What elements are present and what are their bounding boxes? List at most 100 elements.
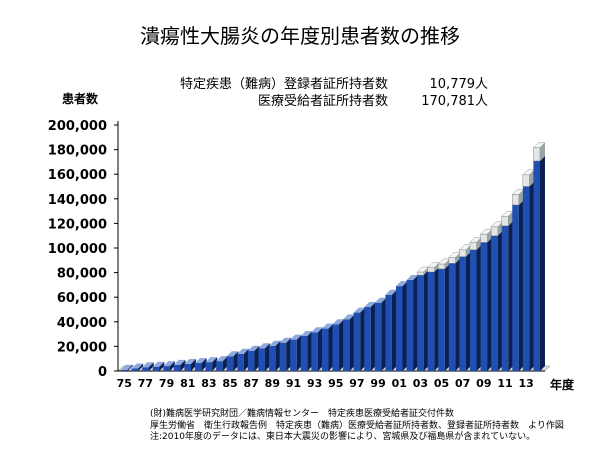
bar-recipients-side [539, 155, 545, 371]
y-axis-unit-label: 患者数 [62, 92, 99, 106]
bar-registered-front [448, 257, 456, 264]
bar-recipients-side [222, 356, 228, 371]
x-tick-label: 85 [222, 377, 237, 390]
bar-2011 [501, 211, 514, 371]
bar-recipients-top [374, 297, 387, 303]
bar-recipients-side [191, 358, 197, 371]
x-tick-label: 99 [370, 377, 385, 390]
bar-recipients-front [332, 324, 340, 371]
bar-1991 [290, 334, 302, 371]
bar-recipients-front [427, 271, 435, 371]
bar-recipients-side [465, 251, 471, 371]
bar-registered-front [512, 194, 520, 206]
bar-recipients-side [317, 327, 323, 371]
bar-recipients-side [180, 359, 186, 371]
bar-recipients-top [121, 364, 133, 370]
x-tick-label: 07 [455, 377, 470, 390]
bar-registered-front [469, 242, 477, 251]
bar-recipients-front [163, 366, 170, 371]
bar-recipients-front [459, 256, 466, 371]
bar-recipients-front [512, 204, 519, 371]
bar-recipients-side [307, 330, 313, 371]
bar-1994 [321, 323, 334, 371]
bar-recipients-side [381, 297, 387, 371]
bar-2008 [469, 237, 483, 371]
bar-recipients-front [247, 350, 255, 371]
bar-registered-front [522, 174, 530, 187]
legend-row-registered: 特定疾患（難病）登録者証所持者数 10,779人 [180, 76, 488, 93]
x-tick-label: 97 [349, 377, 364, 390]
bar-2012 [511, 189, 525, 371]
x-tick-label: 93 [307, 377, 322, 390]
bar-registered-side [476, 237, 482, 250]
bar-recipients-front [279, 342, 287, 371]
bar-recipients-top [332, 319, 345, 325]
bar-recipients-top [184, 358, 197, 364]
bar-recipients-top [195, 358, 207, 364]
bar-recipients-front [121, 369, 128, 371]
bar-recipients-side [296, 334, 302, 371]
bar-recipients-front [438, 268, 445, 371]
bar-recipients-side [349, 314, 355, 371]
bar-recipients-top [142, 362, 154, 368]
x-tick-label: 13 [518, 377, 533, 390]
bar-recipients-front [385, 294, 392, 371]
bar-registered-front [533, 147, 541, 162]
x-tick-label: 81 [180, 377, 195, 390]
y-tick-label: 120,000 [48, 217, 107, 232]
bar-2003 [416, 266, 430, 371]
bar-1988 [258, 343, 271, 371]
bar-recipients-top [226, 351, 239, 357]
y-tick-label: 180,000 [48, 144, 107, 159]
bar-2014 [532, 142, 546, 371]
bar-recipients-side [233, 351, 239, 371]
bar-recipients-side [138, 363, 144, 371]
bar-1997 [353, 307, 366, 371]
legend-row-recipients: 医療受給者証所持者数 170,781人 [180, 93, 488, 110]
bar-recipients-front [469, 249, 477, 371]
y-tick-label: 100,000 [48, 242, 107, 257]
bar-2000 [385, 289, 397, 371]
y-tick-label: 160,000 [48, 168, 107, 183]
bar-recipients-front [226, 356, 234, 371]
bar-recipients-front [491, 235, 498, 371]
bar-1975 [121, 364, 133, 371]
source-notes: (財)難病医学研究財団／難病情報センター 特定疾患医療受給者証交付件数 厚生労働… [150, 409, 564, 444]
bar-1979 [163, 361, 175, 371]
bar-2013 [522, 169, 535, 371]
bar-registered-front [427, 267, 435, 273]
bar-recipients-side [328, 323, 334, 371]
bar-recipients-front [395, 286, 403, 371]
bar-recipients-front [480, 242, 488, 371]
bar-recipients-front [269, 345, 276, 371]
bar-recipients-top [406, 274, 419, 280]
y-tick-labels: 0 20,000 40,000 60,000 80,000 100,000 120,000 1… [48, 119, 107, 380]
bar-recipients-side [127, 364, 133, 371]
bar-recipients-side [148, 362, 154, 371]
bar-recipients-front [417, 275, 424, 371]
bar-recipients-top [152, 361, 165, 367]
bar-1978 [152, 361, 165, 371]
bar-recipients-side [497, 230, 503, 371]
bar-recipients-top [290, 334, 302, 340]
bar-1996 [343, 314, 355, 371]
bar-recipients-side [413, 274, 419, 371]
bar-recipients-front [205, 362, 213, 371]
bar-recipients-side [444, 263, 450, 371]
bar-registered-top [532, 142, 546, 148]
legend: 特定疾患（難病）登録者証所持者数 10,779人 医療受給者証所持者数 170,… [180, 76, 488, 110]
y-tick-label: 40,000 [57, 316, 107, 331]
bar-recipients-top [385, 289, 397, 295]
bar-registered-front [480, 233, 488, 243]
bar-recipients-top [216, 356, 228, 362]
legend-value-registered: 10,779人 [429, 77, 489, 92]
bar-registered-front [490, 226, 498, 236]
chart-title: 潰瘍性大腸炎の年度別患者数の推移 [140, 24, 460, 48]
bar-recipients-side [159, 361, 165, 371]
x-tick-label: 77 [138, 377, 153, 390]
bar-recipients-top [131, 363, 144, 369]
bar-1992 [300, 330, 313, 371]
bar-recipients-front [374, 302, 382, 371]
y-tick-label: 20,000 [57, 340, 107, 355]
